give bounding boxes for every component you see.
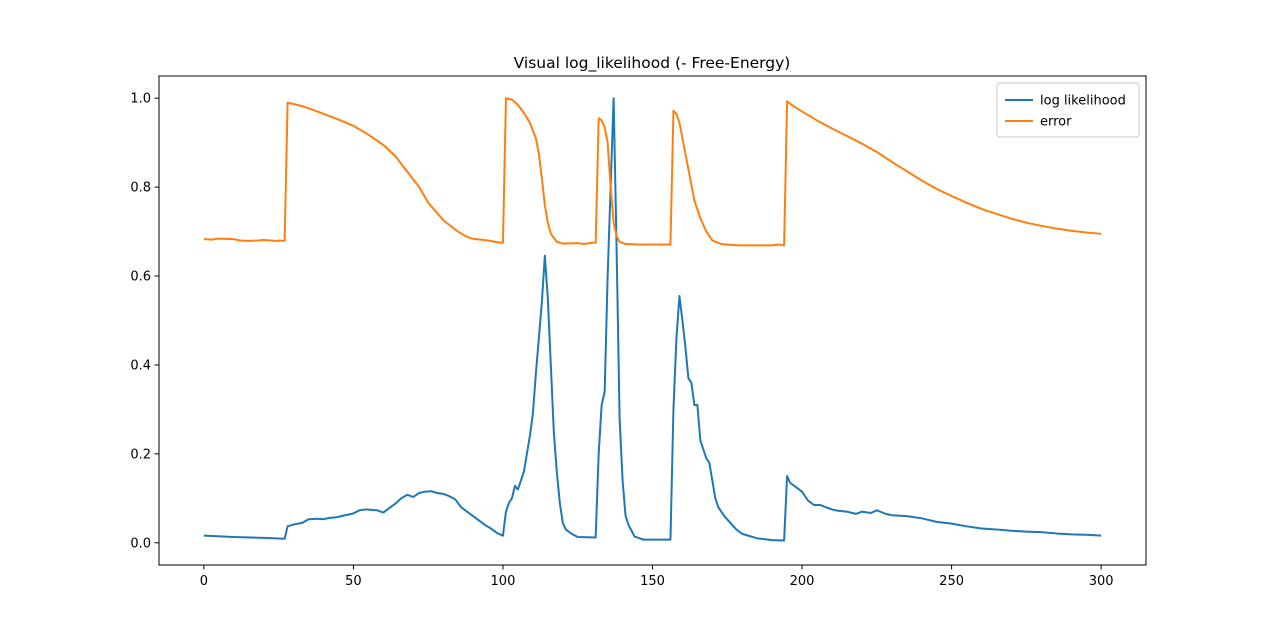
- legend-label-1: error: [1040, 115, 1072, 130]
- y-axis: 0.0 0.2 0.4 0.6 0.8 1.0: [130, 92, 159, 551]
- series-line-0: [203, 97, 1102, 542]
- y-tick-label: 0.2: [130, 447, 151, 462]
- x-axis: 0 50 100 150 200 250 300: [200, 565, 1114, 589]
- y-tick-label: 0.0: [130, 536, 151, 551]
- chart-title: Visual log_likelihood (- Free-Energy): [514, 54, 791, 73]
- legend-label-0: log likelihood: [1040, 94, 1126, 109]
- x-tick-label: 200: [790, 574, 815, 589]
- x-tick-label: 100: [491, 574, 516, 589]
- x-tick-label: 300: [1089, 574, 1114, 589]
- x-tick-label: 150: [640, 574, 665, 589]
- series-layer: [203, 97, 1102, 542]
- y-tick-label: 0.4: [130, 358, 151, 373]
- series-line-1: [203, 97, 1102, 247]
- legend-box: [996, 82, 1140, 138]
- x-tick-label: 50: [345, 574, 362, 589]
- x-tick-label: 250: [939, 574, 964, 589]
- y-tick-label: 0.6: [130, 270, 151, 285]
- y-tick-label: 1.0: [130, 92, 151, 107]
- legend: log likelihood error: [996, 82, 1140, 138]
- y-tick-label: 0.8: [130, 181, 151, 196]
- x-tick-label: 0: [200, 574, 208, 589]
